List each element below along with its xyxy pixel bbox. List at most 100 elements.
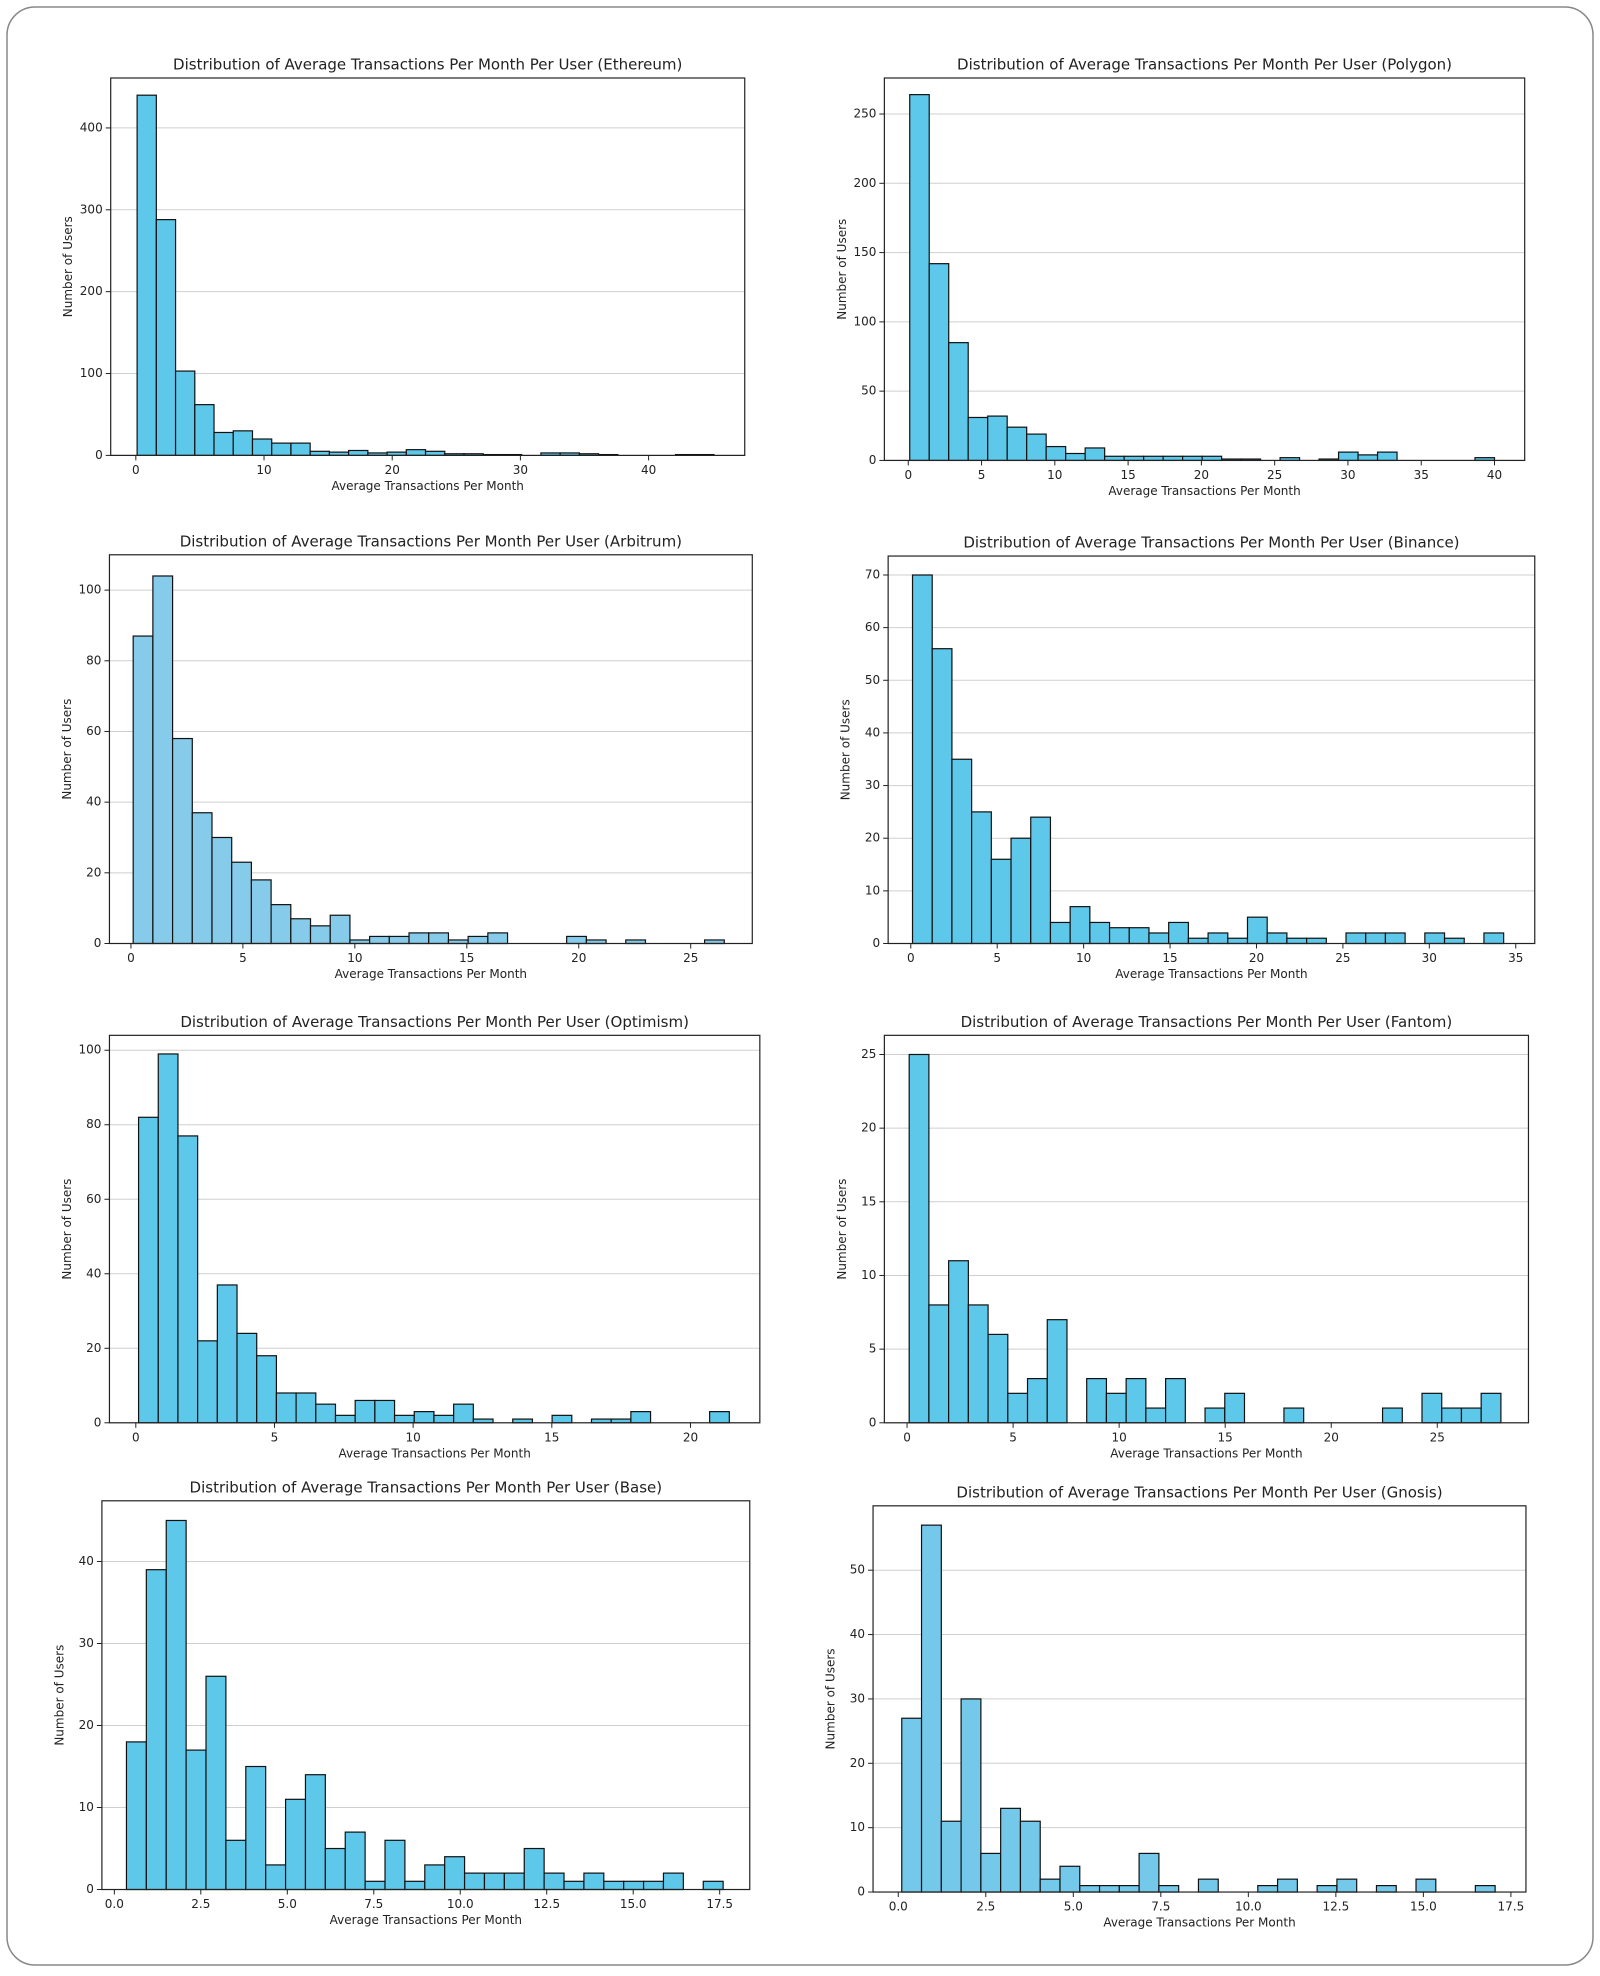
x-tick-label: 0 (127, 951, 135, 965)
bar (125, 1741, 147, 1891)
bar (236, 1332, 258, 1424)
y-tick-label: 200 (80, 284, 103, 298)
bar (295, 1392, 317, 1424)
bar (990, 858, 1012, 945)
chart-title: Distribution of Average Transactions Per… (180, 532, 682, 550)
x-tick-label: 2.5 (976, 1900, 995, 1914)
bar (1257, 1884, 1279, 1893)
y-tick-label: 10 (865, 883, 880, 897)
bar (1227, 937, 1249, 945)
x-axis-label: Average Transactions Per Month (332, 479, 524, 493)
x-tick-label: 0 (907, 951, 915, 965)
bar (1375, 1884, 1397, 1893)
y-tick-label: 0 (94, 936, 102, 950)
bar (155, 219, 177, 456)
x-tick-label: 40 (1487, 468, 1502, 482)
bar (1010, 837, 1032, 945)
x-tick-label: 20 (1249, 951, 1264, 965)
bar (1162, 455, 1184, 462)
bar (1246, 916, 1268, 945)
y-tick-label: 50 (850, 1563, 865, 1577)
bar (1059, 1865, 1081, 1893)
bar (1148, 932, 1170, 945)
bar (1026, 1378, 1048, 1424)
bar (177, 1135, 199, 1424)
y-tick-label: 40 (86, 795, 101, 809)
bar (271, 442, 292, 456)
plot-frame (110, 77, 746, 456)
x-tick-label: 5.0 (278, 1897, 297, 1911)
x-axis-label: Average Transactions Per Month (330, 1913, 522, 1927)
chart-title: Distribution of Average Transactions Per… (173, 55, 682, 73)
bar (1424, 932, 1446, 945)
bar (374, 1399, 396, 1424)
bar (137, 1116, 159, 1424)
chart-title: Distribution of Average Transactions Per… (963, 534, 1459, 552)
bar (185, 1749, 207, 1891)
y-tick-label: 40 (850, 1627, 865, 1641)
bar (315, 1403, 337, 1424)
bar (980, 1852, 1002, 1893)
bar (1345, 932, 1367, 945)
bar (256, 1355, 278, 1424)
bar (1138, 1852, 1160, 1893)
bar (1443, 937, 1465, 945)
bar (290, 918, 312, 945)
bar (551, 1414, 573, 1424)
bar (1483, 932, 1505, 945)
chart: 0 100 200 300 400 0 10 20 30 40 Distribution of Av… (61, 55, 746, 493)
y-tick-label: 400 (80, 120, 103, 134)
bar (405, 449, 427, 456)
x-tick-label: 10 (347, 951, 362, 965)
bar (1441, 1407, 1463, 1424)
bar (1381, 1407, 1403, 1424)
x-tick-label: 10 (1112, 1430, 1127, 1444)
bar (1128, 927, 1150, 945)
x-tick-label: 35 (1414, 468, 1429, 482)
bar (1182, 455, 1203, 462)
y-tick-label: 20 (850, 1756, 865, 1770)
bar (334, 1414, 356, 1424)
bar (225, 1839, 247, 1891)
bar (424, 450, 446, 456)
y-tick-label: 20 (861, 1121, 876, 1135)
bar (948, 342, 969, 462)
x-tick-label: 20 (385, 463, 400, 477)
bar (309, 925, 331, 945)
bar (1207, 932, 1229, 945)
bar (1079, 1884, 1101, 1893)
bar (1086, 1378, 1108, 1424)
bar (1201, 455, 1223, 462)
bar (1089, 921, 1111, 945)
bar (250, 879, 272, 945)
y-tick-label: 20 (86, 865, 101, 879)
bar (911, 574, 933, 945)
bar (523, 1847, 545, 1891)
x-axis-label: Average Transactions Per Month (335, 967, 527, 981)
bar (284, 1798, 307, 1891)
chart-title: Distribution of Average Transactions Per… (961, 1013, 1453, 1031)
bar (165, 1519, 187, 1891)
bar (211, 836, 233, 945)
x-tick-label: 0 (904, 468, 912, 482)
bar (205, 1675, 227, 1891)
bar (132, 635, 154, 945)
y-tick-label: 0 (86, 1882, 94, 1896)
y-tick-label: 150 (853, 245, 876, 259)
bar (1336, 1878, 1358, 1893)
x-tick-label: 7.5 (1151, 1900, 1170, 1914)
x-tick-label: 5 (993, 951, 1001, 965)
bar (1376, 451, 1398, 462)
bar (487, 932, 509, 945)
y-tick-label: 60 (86, 724, 101, 738)
bar (1019, 1820, 1041, 1893)
y-axis-label: Number of Users (835, 1179, 849, 1280)
x-tick-label: 0 (132, 1430, 140, 1444)
bar (1384, 932, 1406, 945)
y-tick-label: 10 (79, 1800, 94, 1814)
bar (1168, 921, 1189, 945)
x-axis-label: Average Transactions Per Month (1108, 484, 1300, 498)
y-tick-label: 20 (86, 1341, 101, 1355)
chart: 0 20 40 60 80 100 0 5 10 15 20 Distribution of Aver… (60, 1013, 761, 1460)
